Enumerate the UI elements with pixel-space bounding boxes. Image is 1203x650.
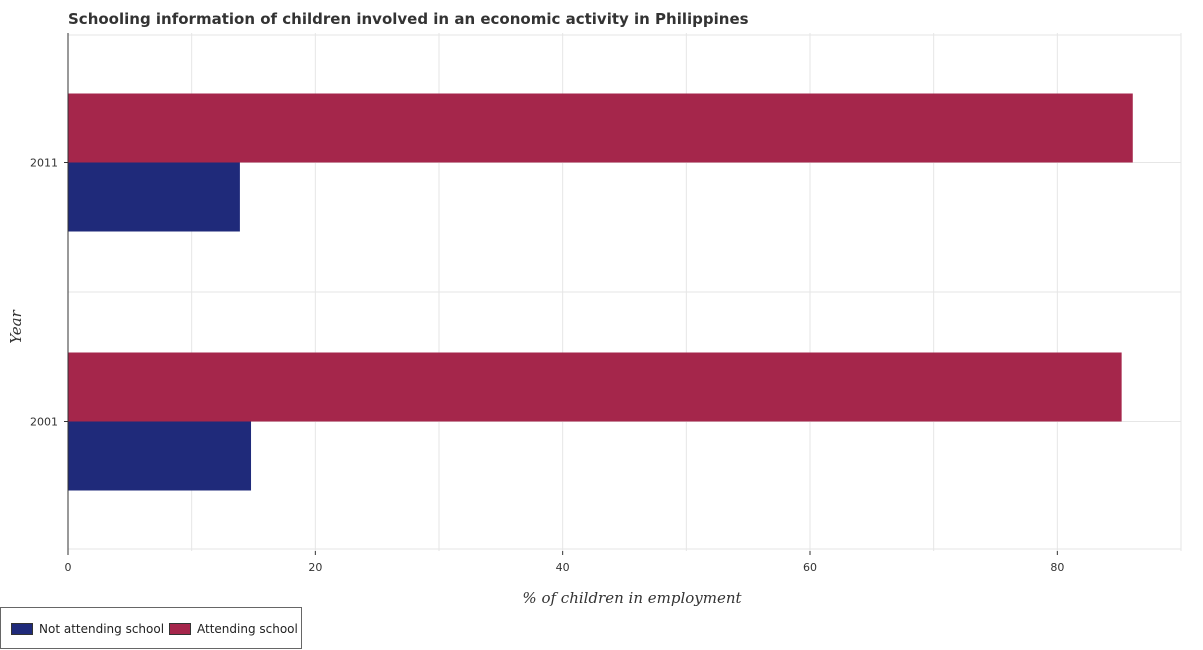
x-tick-label: 80 (1050, 561, 1064, 574)
axes: 0 20 40 60 80 2001 2011 (30, 33, 1064, 574)
bars (68, 93, 1133, 491)
y-axis-label: Year (7, 309, 25, 343)
bar-not-attending-2011 (68, 162, 240, 232)
legend-swatch-not-attending (11, 623, 33, 635)
x-tick-label: 20 (308, 561, 322, 574)
legend-swatch-attending (169, 623, 191, 635)
x-tick-label: 0 (65, 561, 72, 574)
legend: Not attending school Attending school (0, 607, 302, 649)
chart-title: Schooling information of children involv… (68, 10, 749, 28)
y-tick-label: 2001 (30, 416, 58, 429)
legend-label-not-attending: Not attending school (39, 622, 165, 636)
x-tick-label: 60 (803, 561, 817, 574)
bar-not-attending-2001 (68, 421, 252, 491)
y-tick-label: 2011 (30, 157, 58, 170)
x-axis-label: % of children in employment (522, 589, 742, 607)
bar-attending-2001 (68, 352, 1122, 422)
legend-item-not-attending: Not attending school (11, 622, 164, 636)
bar-attending-2011 (68, 93, 1133, 163)
legend-item-attending: Attending school (169, 622, 298, 636)
legend-label-attending: Attending school (197, 622, 298, 636)
x-tick-label: 40 (556, 561, 570, 574)
